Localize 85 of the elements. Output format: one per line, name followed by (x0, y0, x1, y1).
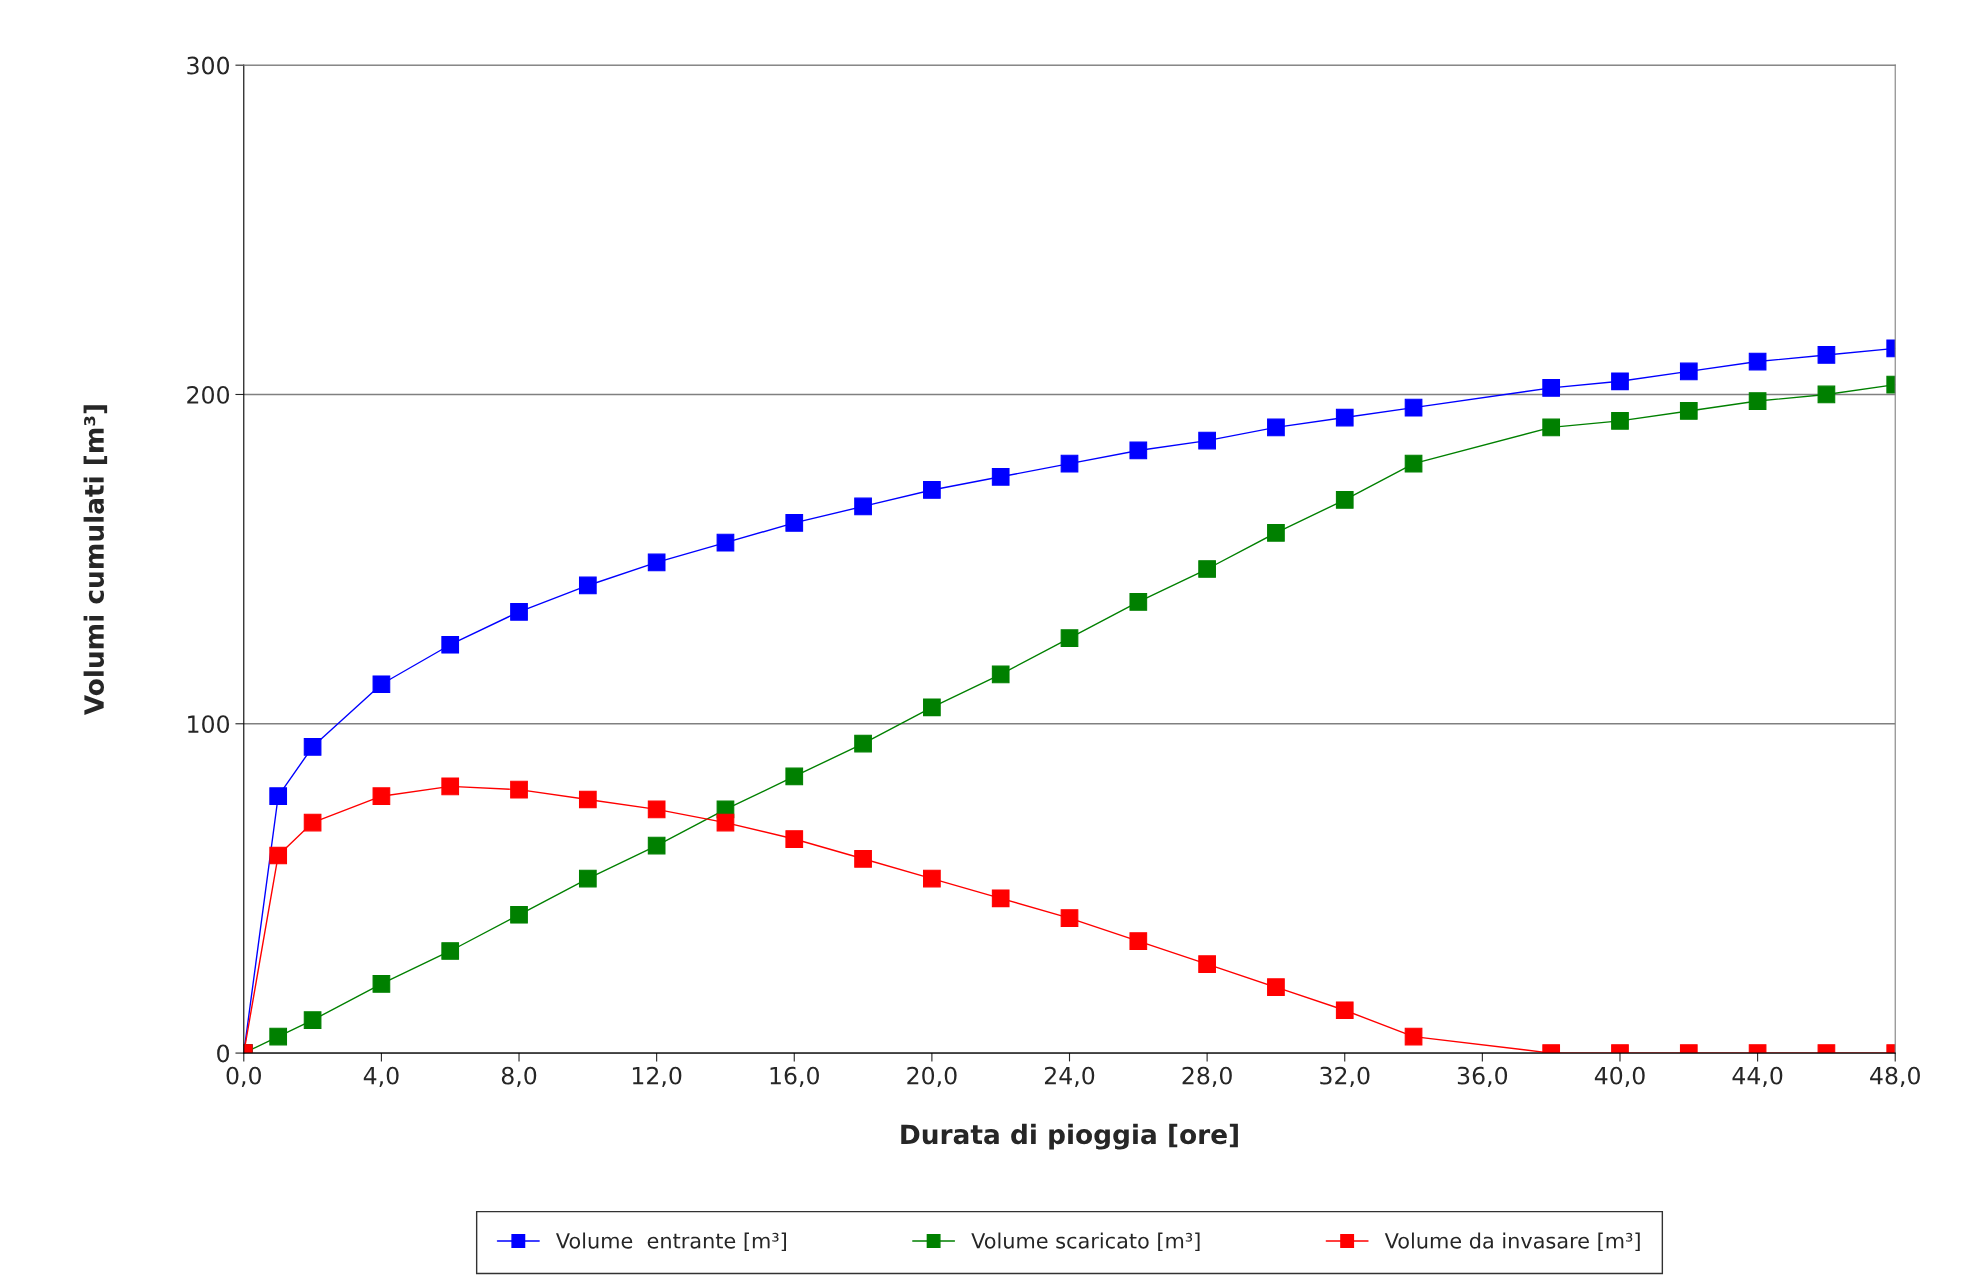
x-tick-label: 20,0 (907, 1066, 957, 1087)
x-tick-label: 0,0 (226, 1066, 261, 1087)
point (578, 869, 597, 888)
x-tick-label: 8,0 (501, 1066, 537, 1087)
point (647, 553, 666, 572)
point (1542, 379, 1561, 397)
point (1060, 454, 1079, 473)
point (510, 602, 528, 621)
legend-label: Volume scaricato [m³] (971, 1232, 1200, 1252)
y-tick-label: 100 (188, 715, 230, 734)
point (1611, 411, 1629, 430)
point (716, 533, 735, 552)
point (1404, 398, 1423, 417)
x-tick-label: 44,0 (1732, 1066, 1783, 1087)
point (303, 1011, 322, 1029)
point (1679, 362, 1698, 381)
point (269, 787, 288, 806)
point (1817, 346, 1836, 364)
point (578, 790, 597, 809)
y-tick-label: 0 (217, 1044, 230, 1063)
point (372, 787, 391, 806)
x-tick-label: 16,0 (770, 1066, 819, 1087)
point (372, 975, 391, 993)
point (1335, 491, 1354, 509)
point (441, 942, 460, 960)
y-tick-label: 300 (187, 56, 230, 75)
point (923, 481, 941, 499)
point (647, 836, 666, 855)
point (303, 813, 322, 832)
point (1267, 523, 1285, 542)
point (785, 514, 804, 532)
point (991, 665, 1010, 684)
point (1267, 978, 1285, 997)
point (991, 889, 1010, 908)
point (1748, 392, 1767, 410)
point (303, 737, 322, 756)
point (1335, 408, 1354, 427)
point (1335, 1001, 1354, 1020)
x-tick-label: 28,0 (1182, 1066, 1232, 1087)
point (1198, 955, 1216, 974)
point (923, 869, 941, 888)
point (441, 777, 460, 796)
x-tick-label: 32,0 (1320, 1066, 1370, 1087)
point (647, 800, 666, 819)
point (716, 813, 735, 832)
point (1129, 932, 1148, 950)
point (1404, 1027, 1423, 1046)
x-tick-label: 12,0 (632, 1066, 682, 1087)
point (1817, 385, 1836, 404)
point (1679, 402, 1698, 420)
legend-label: Volume entrante [m³] (555, 1232, 786, 1252)
point (372, 675, 391, 694)
point (510, 905, 528, 924)
point (991, 467, 1010, 486)
point (1198, 560, 1216, 578)
point (441, 635, 460, 654)
point (1748, 352, 1767, 371)
point (1542, 418, 1561, 437)
point (785, 767, 804, 786)
x-tick-label: 40,0 (1594, 1066, 1645, 1087)
point (854, 734, 872, 753)
point (269, 846, 288, 865)
x-axis-title: Durata di pioggia [ore] (901, 1123, 1238, 1150)
point (854, 497, 872, 516)
point (1129, 441, 1148, 460)
point (1611, 372, 1629, 391)
point (785, 830, 804, 848)
point (1129, 593, 1148, 611)
point (1060, 629, 1079, 648)
y-axis-title: Volumi cumulati [m³] (83, 405, 108, 716)
point (578, 576, 597, 595)
legend-label: Volume da invasare [m³] (1384, 1232, 1640, 1252)
point (1060, 909, 1079, 927)
point (1198, 431, 1216, 450)
point (510, 780, 528, 799)
point (269, 1027, 288, 1046)
x-tick-label: 4,0 (363, 1066, 399, 1087)
point (923, 698, 941, 717)
point (1404, 454, 1423, 473)
x-tick-label: 36,0 (1457, 1066, 1508, 1087)
y-tick-label: 200 (187, 385, 230, 404)
point (1267, 418, 1285, 437)
point (854, 849, 872, 868)
x-tick-label: 24,0 (1044, 1066, 1095, 1087)
x-tick-label: 48,0 (1870, 1066, 1920, 1087)
